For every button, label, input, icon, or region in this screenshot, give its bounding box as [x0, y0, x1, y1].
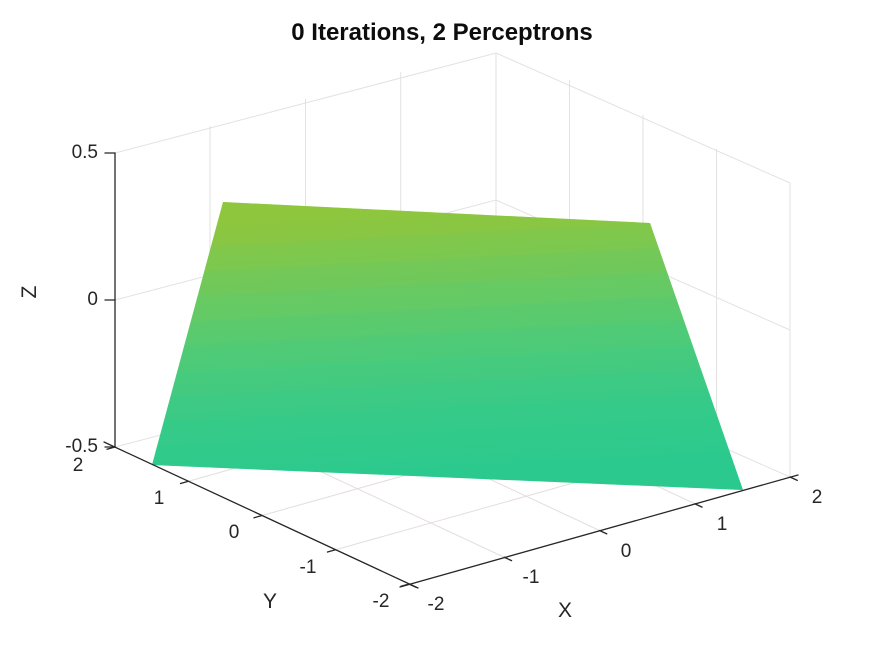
x-tick-label: 0 [621, 541, 632, 562]
y-tick-label: 1 [154, 488, 165, 509]
z-tick-label: 0 [87, 289, 98, 310]
z-tick-label: -0.5 [65, 436, 98, 457]
x-tick-label: 1 [717, 514, 728, 535]
x-axis-label: X [558, 599, 572, 622]
y-tick-label: -1 [300, 557, 317, 578]
axis-ticks [104, 152, 798, 589]
y-axis-line [103, 441, 419, 589]
x-tick-label: -2 [428, 594, 445, 615]
x-tick-label: -1 [523, 567, 540, 588]
z-axis-label: Z [18, 285, 41, 298]
surface [152, 202, 743, 490]
x-axis-line [399, 474, 799, 588]
y-tick-label: -2 [373, 591, 390, 612]
y-tick-label: 0 [229, 522, 240, 543]
y-tick-label: 2 [73, 455, 84, 476]
y-axis-label: Y [263, 590, 277, 613]
x-tick-label: 2 [812, 487, 823, 508]
plot-title: 0 Iterations, 2 Perceptrons [291, 19, 592, 46]
z-tick-label: 0.5 [72, 142, 98, 163]
